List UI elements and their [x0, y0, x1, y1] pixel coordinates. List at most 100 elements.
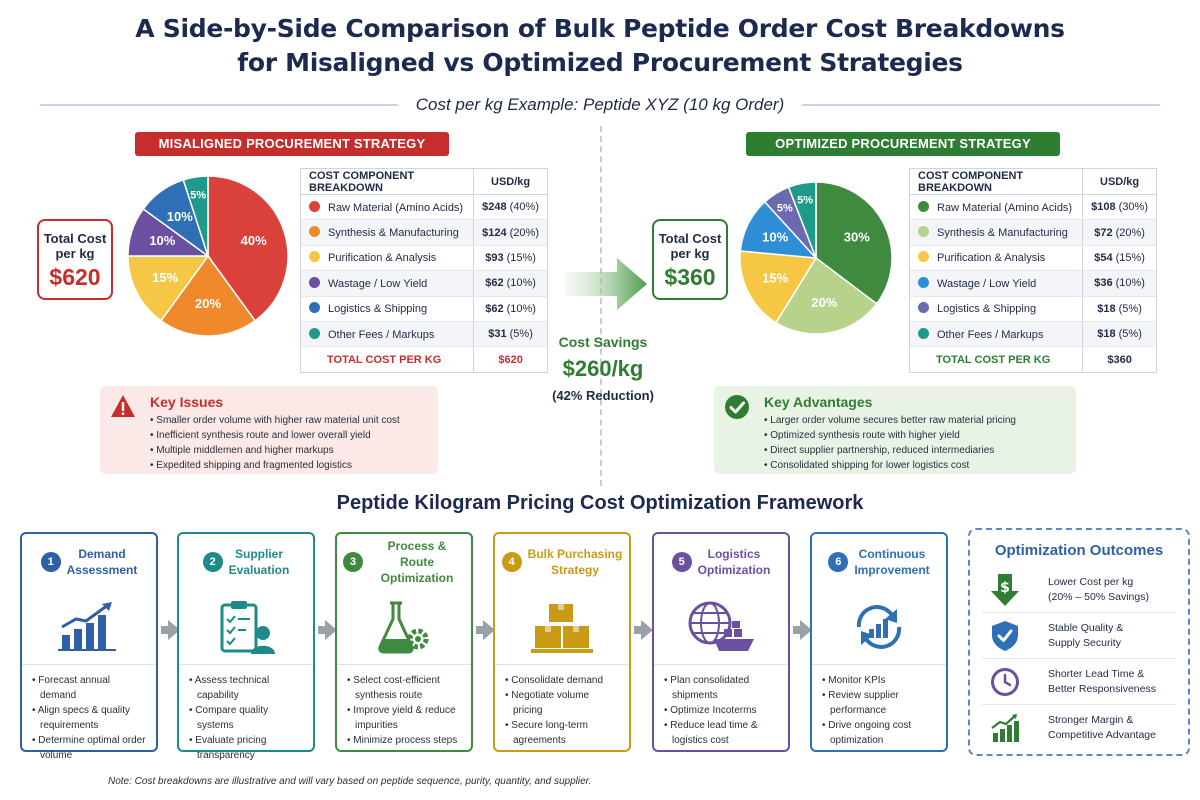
list-item: Optimize Incoterms [664, 703, 780, 718]
cost-component-label: Other Fees / Markups [937, 328, 1044, 341]
step-arrow-stem [161, 626, 169, 634]
cost-component-cell: Wastage / Low Yield [909, 270, 1083, 297]
step-arrow-icon [483, 620, 495, 640]
footnote: Note: Cost breakdowns are illustrative a… [108, 776, 592, 787]
step-actions-list: Select cost-efficient synthesis routeImp… [337, 664, 471, 748]
usd-percent: (5%) [1118, 328, 1142, 341]
legend-dot-icon [918, 276, 929, 288]
list-item: Forecast annual demand [32, 673, 148, 703]
shield-check-icon [992, 620, 1018, 651]
cost-savings-value: $260/kg [562, 356, 644, 381]
pie-slice-label: 10% [167, 209, 193, 224]
usd-value: $108 [1091, 201, 1116, 214]
cost-component-cell: Logistics & Shipping [909, 296, 1083, 322]
legend-dot-icon [309, 251, 320, 263]
step-actions-list: Forecast annual demandAlign specs & qual… [22, 664, 156, 763]
step-header: 3 Process & Route Optimization [337, 534, 471, 590]
left-total-label-1: Total Cost [43, 231, 107, 246]
usd-value: $93 [485, 251, 504, 264]
list-item: Determine optimal order volume [32, 733, 148, 763]
cost-savings-reduction: (42% Reduction) [552, 388, 654, 403]
legend-dot-icon [309, 302, 320, 314]
bar-chart-growth-icon [22, 590, 156, 664]
cost-component-cell: Other Fees / Markups [909, 321, 1083, 348]
usd-cell: $18 (5%) [1082, 296, 1157, 322]
total-row-value: $360 [1082, 346, 1157, 373]
legend-dot-icon [309, 226, 320, 238]
table-row: Logistics & Shipping $62 (10%) [300, 296, 548, 322]
step-number: 1 [40, 552, 61, 572]
step-number: 5 [671, 552, 692, 572]
key-issues-list: Smaller order volume with higher raw mat… [150, 413, 428, 473]
transition-arrow-icon [565, 258, 647, 310]
total-row-label: TOTAL COST PER KG [909, 346, 1083, 373]
right-table-header-usd: USD/kg [1082, 168, 1157, 195]
usd-cell: $62 (10%) [473, 270, 548, 297]
dollar-arrow-down-icon: $ [991, 573, 1019, 606]
framework-step-3: 3 Process & Route Optimization Select co… [335, 532, 473, 752]
pie-slice-label: 5% [797, 195, 813, 207]
usd-value: $31 [488, 328, 507, 341]
usd-value: $18 [1097, 328, 1116, 341]
left-total-label-2: per kg [55, 246, 95, 261]
list-item: Smaller order volume with higher raw mat… [150, 413, 428, 428]
usd-percent: (10%) [506, 277, 536, 290]
usd-value: $124 [482, 226, 507, 239]
cost-component-label: Other Fees / Markups [328, 328, 435, 341]
table-row: Raw Material (Amino Acids) $248 (40%) [300, 194, 548, 221]
table-row: Other Fees / Markups $31 (5%) [300, 321, 548, 348]
list-item: Minimize process steps [347, 733, 463, 748]
outcome-1-line-1: Lower Cost per kg [1048, 575, 1134, 588]
pie-slice [739, 250, 818, 324]
list-item: Consolidated shipping for lower logistic… [764, 458, 1066, 473]
refresh-chart-icon [812, 590, 946, 664]
step-name-line-1: Supplier [234, 547, 283, 561]
optimized-pie-chart: 30% 20% 15% 10% 5% 5% [739, 181, 893, 335]
list-item: Assess technical capability [189, 673, 305, 703]
outcome-item-quality: Stable Quality & Supply Security [982, 613, 1176, 659]
pie-slice-label: 40% [241, 233, 267, 248]
list-item: Monitor KPIs [822, 673, 938, 688]
key-issues-title: Key Issues [150, 394, 224, 410]
framework-step-4: 4 Bulk Purchasing Strategy Consolidate d… [493, 532, 631, 752]
list-item: Reduce lead time & logistics cost [664, 718, 780, 748]
usd-value: $54 [1094, 251, 1113, 264]
step-header: 5 Logistics Optimization [654, 534, 788, 590]
step-actions-list: Plan consolidated shipmentsOptimize Inco… [654, 664, 788, 748]
pie-slice [774, 256, 878, 335]
left-cost-table: COST COMPONENT BREAKDOWN USD/kg Raw Mate… [300, 168, 548, 373]
usd-cell: $124 (20%) [473, 219, 548, 246]
stacked-boxes-icon [495, 590, 629, 664]
outcome-3-line-2: Better Responsiveness [1048, 682, 1156, 695]
legend-dot-icon [309, 327, 320, 339]
table-row: Purification & Analysis $93 (15%) [300, 245, 548, 272]
framework-step-2: 2 Supplier Evaluation Assess technical c… [177, 532, 315, 761]
key-issues-panel: Key Issues Smaller order volume with hig… [100, 386, 438, 474]
outcome-item-cost: $ Lower Cost per kg (20% – 50% Savings) [982, 567, 1176, 613]
left-total-box: Total Cost per kg $620 [37, 219, 113, 300]
cost-component-label: Raw Material (Amino Acids) [328, 201, 464, 214]
usd-percent: (30%) [1118, 201, 1148, 214]
usd-cell: $54 (15%) [1082, 245, 1157, 272]
list-item: Select cost-efficient synthesis route [347, 673, 463, 703]
key-advantages-panel: Key Advantages Larger order volume secur… [714, 386, 1076, 474]
title-line-2: for Misaligned vs Optimized Procurement … [237, 48, 963, 77]
list-item: Align specs & quality requirements [32, 703, 148, 733]
title-line-1: A Side-by-Side Comparison of Bulk Peptid… [135, 14, 1065, 43]
growth-chart-icon [991, 714, 1019, 742]
step-name-line-2: Optimization [697, 563, 771, 577]
cost-component-label: Synthesis & Manufacturing [937, 227, 1068, 240]
usd-percent: (5%) [1118, 302, 1142, 315]
step-arrow-stem [476, 626, 484, 634]
list-item: Evaluate pricing transparency [189, 733, 305, 763]
step-arrow-icon [325, 620, 337, 640]
list-item: Plan consolidated shipments [664, 673, 780, 703]
table-row: Raw Material (Amino Acids) $108 (30%) [909, 194, 1157, 221]
list-item: Expedited shipping and fragmented logist… [150, 458, 428, 473]
step-name-line-2: Assessment [66, 563, 138, 577]
step-actions-list: Consolidate demandNegotiate volume prici… [495, 664, 629, 748]
usd-percent: (20%) [509, 226, 539, 239]
step-arrow-stem [793, 626, 801, 634]
cost-component-label: Purification & Analysis [937, 252, 1046, 265]
svg-text:$: $ [1000, 580, 1010, 596]
